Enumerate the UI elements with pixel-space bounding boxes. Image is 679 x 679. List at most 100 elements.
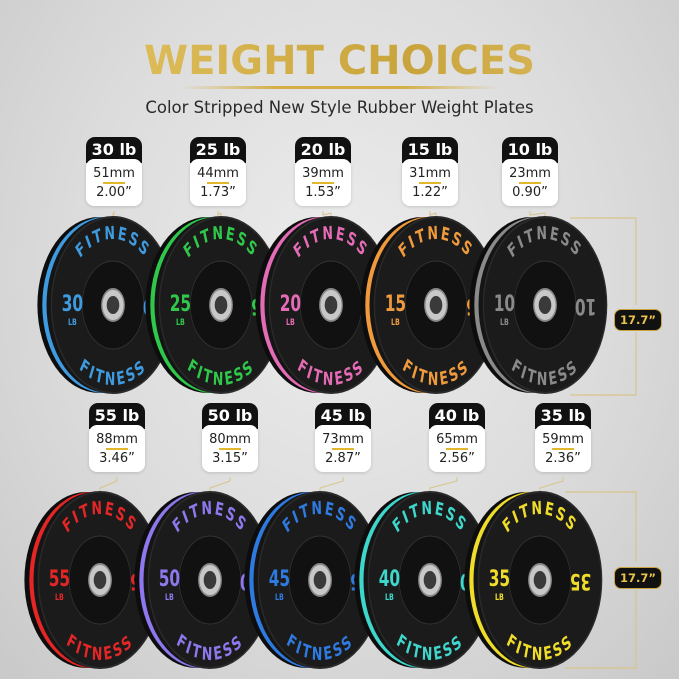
thickness-mm: 23mm [509,166,551,181]
thickness-mm: 51mm [93,166,135,181]
diameter-badge-bottom: 17.7” [614,567,662,589]
thickness-connector [217,211,222,217]
weight-label: 55 lb 88mm 3.46” [89,403,145,472]
divider [446,448,468,450]
thickness-inches: 1.22” [412,185,448,200]
thickness-connector [529,211,546,217]
divider [103,182,125,184]
weight-label: 10 lb 23mm 0.90” [502,137,558,206]
thickness-box: 73mm 2.87” [315,425,371,472]
weight-value: 40 lb [429,403,485,429]
thickness-connector [322,211,332,217]
plate-number: 30 [62,291,83,316]
diameter-badge-top: 17.7” [614,309,662,331]
weight-value: 20 lb [295,137,351,163]
divider [207,182,229,184]
plate-unit: LB [385,592,394,602]
plate-number: 55 [49,566,70,591]
thickness-box: 65mm 2.56” [429,425,485,472]
weight-label: 45 lb 73mm 2.87” [315,403,371,472]
plate-unit: LB [55,592,64,602]
thickness-connector [429,477,458,492]
plate-number: 25 [170,291,191,316]
weight-plate-55: FITNESSFITNESS55LB55 [24,491,163,669]
weight-plate-50: FITNESSFITNESS50LB50 [134,491,273,669]
plate-number: 20 [280,291,301,316]
plate-number: 10 [494,291,515,316]
center-hole [106,296,120,314]
center-hole [93,571,107,589]
plate-unit: LB [495,592,504,602]
center-hole [538,296,552,314]
thickness-inches: 1.73” [200,185,236,200]
center-hole [324,296,338,314]
thickness-inches: 3.15” [212,451,248,466]
thickness-mm: 88mm [96,432,138,447]
plate-unit: LB [391,317,400,327]
plate-number-mirrored: 35 [570,568,591,593]
weight-label: 25 lb 44mm 1.73” [190,137,246,206]
thickness-inches: 2.56” [439,451,475,466]
center-hole [423,571,437,589]
thickness-connector [539,477,564,492]
dimension-bracket-bottom [565,491,637,562]
thickness-connector [112,211,115,217]
plate-number: 50 [159,566,180,591]
thickness-connector [319,477,344,492]
thickness-mm: 39mm [302,166,344,181]
divider [106,448,128,450]
thickness-box: 59mm 2.36” [535,425,591,472]
weight-label: 35 lb 59mm 2.36” [535,403,591,472]
thickness-mm: 59mm [542,432,584,447]
weight-plate-45: FITNESSFITNESS45LB45 [244,491,383,669]
plate-unit: LB [500,317,509,327]
weight-plate-25: FITNESSFITNESS25LB25 [145,216,284,394]
thickness-inches: 3.46” [99,451,135,466]
plate-number-mirrored: 10 [575,293,596,318]
plate-number: 40 [379,566,400,591]
thickness-mm: 31mm [409,166,451,181]
title-underline [180,86,500,89]
weight-plate-40: FITNESSFITNESS40LB40 [354,491,493,669]
thickness-inches: 2.00” [96,185,132,200]
thickness-inches: 0.90” [512,185,548,200]
thickness-box: 39mm 1.53” [295,159,351,206]
weight-plate-20: FITNESSFITNESS20LB20 [255,216,394,394]
weight-value: 25 lb [190,137,246,163]
center-hole [203,571,217,589]
center-hole [533,571,547,589]
thickness-mm: 44mm [197,166,239,181]
divider [332,448,354,450]
plate-unit: LB [165,592,174,602]
thickness-mm: 80mm [209,432,251,447]
weight-value: 30 lb [86,137,142,163]
page-subtitle: Color Stripped New Style Rubber Weight P… [145,98,534,117]
plate-unit: LB [68,317,77,327]
dimension-bracket-bottom-lower [565,590,637,669]
thickness-inches: 1.53” [305,185,341,200]
thickness-mm: 65mm [436,432,478,447]
weight-value: 35 lb [535,403,591,429]
page-title: WEIGHT CHOICES [0,38,679,84]
thickness-inches: 2.87” [325,451,361,466]
weight-value: 10 lb [502,137,558,163]
weight-value: 45 lb [315,403,371,429]
thickness-box: 51mm 2.00” [86,159,142,206]
center-hole [214,296,228,314]
dimension-bracket-top-lower [570,332,637,396]
plate-unit: LB [286,317,295,327]
divider [552,448,574,450]
dimension-bracket-top [570,217,637,305]
thickness-box: 80mm 3.15” [202,425,258,472]
divider [519,182,541,184]
weight-label: 30 lb 51mm 2.00” [86,137,142,206]
center-hole [429,296,443,314]
thickness-connector [209,477,231,492]
divider [419,182,441,184]
divider [219,448,241,450]
weight-value: 50 lb [202,403,258,429]
plate-number: 35 [489,566,510,591]
center-hole [313,571,327,589]
